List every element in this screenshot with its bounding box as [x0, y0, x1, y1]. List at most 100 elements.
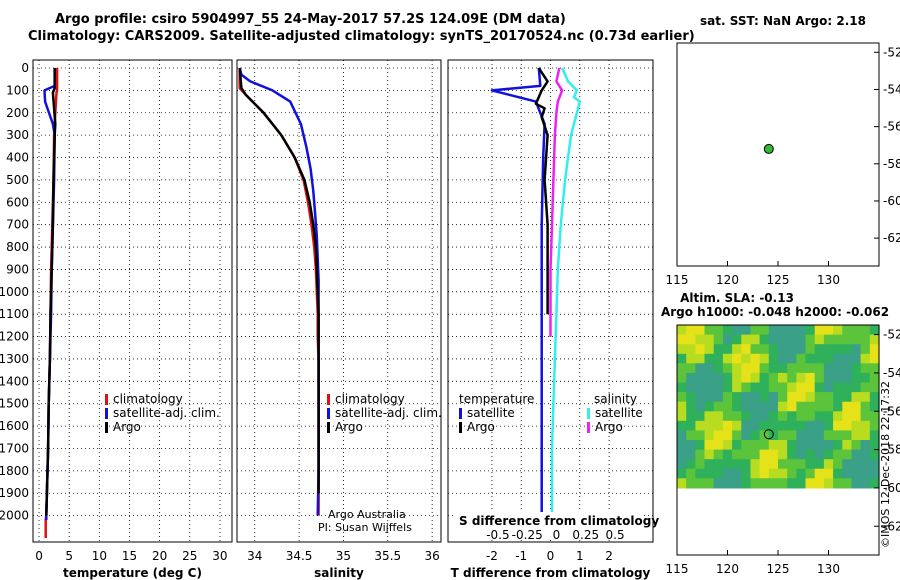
heatmap-cell	[869, 392, 880, 403]
heatmap-cell	[704, 420, 715, 431]
heatmap-cell	[842, 468, 853, 479]
heatmap-cell	[778, 468, 788, 479]
legend-label: satellite-adj. clim.	[335, 406, 442, 420]
y-tick-label: 800	[6, 240, 29, 254]
heatmap-cell	[741, 440, 752, 451]
heatmap-cell	[686, 382, 696, 393]
heatmap-cell	[796, 440, 807, 451]
heatmap-cell	[814, 325, 825, 336]
heatmap-cell	[860, 392, 871, 403]
heatmap-cell	[860, 430, 871, 441]
heatmap-cell	[677, 325, 687, 336]
heatmap-cell	[686, 411, 696, 422]
heatmap-cell	[704, 392, 715, 403]
heatmap-cell	[851, 411, 862, 422]
x-tick-label: -1	[515, 549, 527, 563]
heatmap-cell	[677, 459, 687, 470]
heatmap-cell	[833, 334, 843, 345]
heatmap-cell	[842, 411, 853, 422]
heatmap-cell	[704, 449, 715, 460]
x-tick-label: 2	[605, 549, 613, 563]
heatmap-cell	[860, 478, 871, 489]
heatmap-cell	[833, 325, 843, 336]
heatmap-cell	[695, 325, 706, 336]
heatmap-cell	[869, 430, 880, 441]
heatmap-cell	[805, 344, 816, 355]
secondary-x-tick-label: 0.25	[572, 528, 599, 542]
heatmap-cell	[686, 372, 696, 384]
x-tick-label: 1	[576, 549, 584, 563]
heatmap-cell	[823, 411, 834, 422]
heatmap-cell	[732, 420, 742, 431]
heatmap-cell	[814, 478, 825, 489]
heatmap-cell	[796, 382, 807, 393]
heatmap-cell	[704, 372, 715, 384]
heatmap-cell	[732, 325, 742, 336]
heatmap-cell	[695, 401, 706, 412]
heatmap-cell	[787, 372, 797, 384]
heatmap-cell	[778, 401, 788, 412]
heatmap-cell	[768, 420, 779, 431]
heatmap-cell	[787, 382, 797, 393]
secondary-x-tick-label: 0	[553, 528, 561, 542]
y-tick-label: 1400	[0, 374, 29, 388]
x-tick-label: 36	[424, 549, 439, 563]
heatmap-cell	[677, 363, 687, 374]
heatmap-cell	[833, 344, 843, 355]
heatmap-cell	[814, 411, 825, 422]
heatmap-cell	[686, 325, 696, 336]
map-y-tick-label: -62	[883, 231, 900, 245]
heatmap-cell	[768, 382, 779, 393]
heatmap-cell	[732, 353, 742, 364]
heatmap-cell	[851, 344, 862, 355]
map-x-tick-label: 130	[817, 562, 840, 576]
heatmap-cell	[704, 411, 715, 422]
heatmap-cell	[704, 440, 715, 451]
heatmap-cell	[851, 478, 862, 489]
x-tick-label: 34.5	[286, 549, 313, 563]
map-y-tick-label: -58	[883, 443, 900, 457]
heatmap-cell	[713, 449, 724, 460]
credit-line-2: PI: Susan Wijffels	[318, 521, 412, 534]
map-x-tick-label: 130	[817, 273, 840, 287]
heatmap-cell	[732, 344, 742, 355]
series-line-salinity-argo	[549, 67, 564, 337]
heatmap-cell	[750, 478, 761, 489]
heatmap-cell	[787, 325, 797, 336]
y-tick-label: 1900	[0, 486, 29, 500]
heatmap-cell	[842, 449, 853, 460]
heatmap-cell	[768, 468, 779, 479]
map-title-line-1: Altim. SLA: -0.13	[680, 291, 794, 305]
heatmap-cell	[704, 382, 715, 393]
heatmap-cell	[741, 411, 752, 422]
x-axis-label: salinity	[314, 566, 364, 580]
y-tick-label: 100	[6, 83, 29, 97]
heatmap-cell	[778, 430, 788, 441]
heatmap-cell	[686, 430, 696, 441]
heatmap-cell	[750, 401, 761, 412]
heatmap-cell	[842, 363, 853, 374]
credit-line-1: Argo Australia	[328, 508, 406, 521]
heatmap-cell	[833, 449, 843, 460]
heatmap-cell	[759, 440, 770, 451]
heatmap-cell	[677, 449, 687, 460]
argo-position-marker	[763, 429, 774, 440]
heatmap-cell	[796, 468, 807, 479]
heatmap-cell	[704, 459, 715, 470]
heatmap-cell	[805, 468, 816, 479]
heatmap-cell	[732, 363, 742, 374]
map-y-tick-label: -60	[883, 481, 900, 495]
heatmap-cell	[842, 334, 853, 345]
argo-position-marker	[763, 143, 774, 154]
heatmap-cell	[833, 411, 843, 422]
heatmap-cell	[713, 420, 724, 431]
heatmap-cell	[860, 420, 871, 431]
heatmap-cell	[796, 392, 807, 403]
heatmap-cell	[750, 420, 761, 431]
heatmap-cell	[759, 449, 770, 460]
heatmap-cell	[686, 459, 696, 470]
heatmap-cell	[722, 363, 733, 374]
heatmap-cell	[851, 420, 862, 431]
y-tick-label: 1300	[0, 352, 29, 366]
heatmap-cell	[805, 430, 816, 441]
